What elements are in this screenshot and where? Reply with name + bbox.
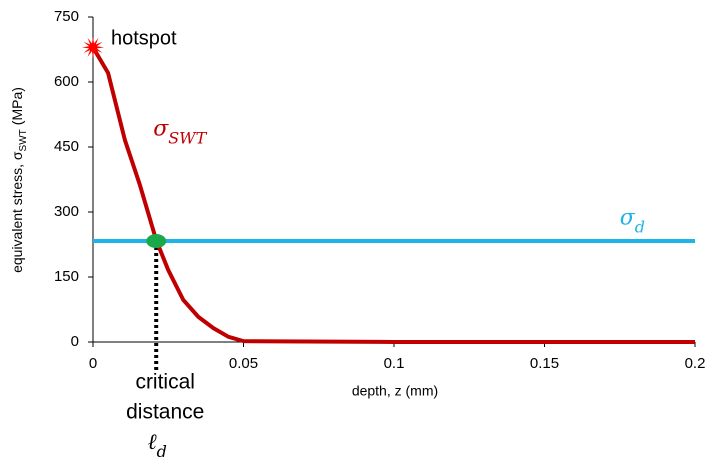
hotspot-label: hotspot <box>111 28 177 50</box>
x-tick-label: 0 <box>89 355 97 372</box>
series-label: σd <box>620 206 645 237</box>
y-label-unit: (MPa) <box>9 87 25 125</box>
series-label: σSWT <box>153 117 207 148</box>
y-label-text: equivalent stress, σ <box>9 151 25 273</box>
y-tick-label: 0 <box>71 333 79 350</box>
critical-label: distance <box>126 401 204 424</box>
series-label-sub: d <box>635 218 645 237</box>
y-tick-label: 750 <box>54 8 79 25</box>
x-tick-label: 0.15 <box>530 355 559 372</box>
x-tick-label: 0.05 <box>229 355 258 372</box>
x-tick-label: 0.2 <box>685 355 706 372</box>
series-label-symbol: σ <box>620 206 636 231</box>
y-tick-label: 150 <box>54 268 79 285</box>
y-axis-label: equivalent stress, σSWT (MPa) <box>9 87 29 273</box>
critical-label: critical <box>135 371 195 394</box>
critical-symbol-sub: d <box>157 442 167 461</box>
x-tick-label: 0.1 <box>384 355 405 372</box>
y-label-sub: SWT <box>18 129 29 151</box>
y-tick-label: 600 <box>54 73 79 90</box>
series-label-symbol: σ <box>153 117 169 142</box>
critical-symbol: ℓd <box>147 430 166 461</box>
series-line <box>91 46 695 344</box>
y-tick-label: 450 <box>54 138 79 155</box>
critical-point <box>146 234 167 249</box>
series-label-sub: SWT <box>168 129 207 148</box>
hotspot-marker <box>82 36 104 59</box>
critical-symbol-main: ℓ <box>147 430 157 455</box>
x-axis-label: depth, z (mm) <box>352 383 438 399</box>
y-tick-label: 300 <box>54 203 79 220</box>
